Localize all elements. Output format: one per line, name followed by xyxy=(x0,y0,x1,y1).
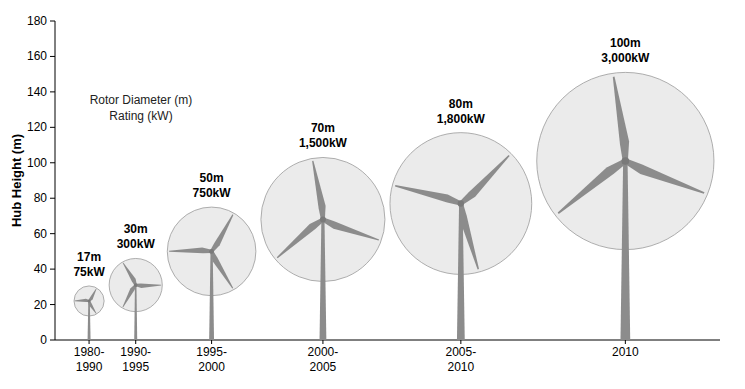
x-tick-label-line: 2005 xyxy=(310,360,337,374)
x-tick-label-line: 2010 xyxy=(447,360,474,374)
blade xyxy=(210,214,233,252)
x-tick-label-line: 1980- xyxy=(74,345,105,359)
x-tick-label-line: 1990- xyxy=(120,345,151,359)
blade xyxy=(395,185,461,206)
x-tick-label: 1990-1995 xyxy=(120,345,151,374)
y-tick xyxy=(50,21,55,22)
blade xyxy=(88,301,96,314)
hub xyxy=(134,283,138,287)
y-tick xyxy=(50,304,55,305)
tower xyxy=(88,301,91,340)
annotation: Rating (kW) xyxy=(109,109,172,123)
turbine xyxy=(277,161,379,340)
x-tick xyxy=(135,340,136,344)
blade xyxy=(88,288,96,301)
y-tick-label: 180 xyxy=(27,14,47,28)
turbine xyxy=(169,214,233,340)
blade xyxy=(136,284,162,289)
x-tick-label-line: 2005- xyxy=(445,345,476,359)
size-label: 80m xyxy=(449,97,473,111)
turbine xyxy=(123,263,162,340)
y-tick xyxy=(50,91,55,92)
size-label: 17m xyxy=(77,250,101,264)
blade xyxy=(123,284,137,307)
rating-label: 750kW xyxy=(193,186,232,200)
y-tick-label: 60 xyxy=(34,227,48,241)
x-tick-label: 2000-2005 xyxy=(308,345,339,374)
size-label: 70m xyxy=(311,121,335,135)
x-tick xyxy=(625,340,626,344)
x-tick-label: 2010 xyxy=(612,345,639,359)
x-tick-label-line: 1990 xyxy=(76,360,103,374)
y-tick-label: 160 xyxy=(27,49,47,63)
size-label: 50m xyxy=(200,171,224,185)
turbine xyxy=(395,155,510,340)
blade xyxy=(624,159,704,194)
size-label: 100m xyxy=(610,36,641,50)
hub xyxy=(209,249,214,254)
y-tick xyxy=(50,233,55,234)
blade xyxy=(459,203,479,270)
y-tick-label: 120 xyxy=(27,120,47,134)
rating-label: 1,800kW xyxy=(437,112,486,126)
blade xyxy=(459,155,509,205)
blade xyxy=(75,299,90,302)
y-tick-label: 100 xyxy=(27,156,47,170)
y-axis-title: Hub Height (m) xyxy=(9,134,24,227)
tower xyxy=(620,161,630,340)
x-tick xyxy=(89,340,90,344)
turbine xyxy=(558,77,705,340)
tower xyxy=(320,219,327,340)
y-tick-label: 140 xyxy=(27,85,47,99)
rating-label: 300kW xyxy=(117,237,156,251)
y-tick xyxy=(50,56,55,57)
page: {"chart_data": {"type": "bubble", "y_lab… xyxy=(0,0,745,389)
y-tick xyxy=(50,127,55,128)
blade xyxy=(123,263,137,286)
blade xyxy=(210,251,233,289)
y-tick-label: 40 xyxy=(34,262,48,276)
y-tick-label: 80 xyxy=(34,191,48,205)
y-tick xyxy=(50,162,55,163)
rating-label: 3,000kW xyxy=(601,51,650,65)
x-axis-line xyxy=(55,340,720,341)
tower xyxy=(209,251,214,340)
blade xyxy=(322,218,379,241)
blade xyxy=(613,77,629,162)
blade xyxy=(312,161,326,220)
size-label: 30m xyxy=(124,222,148,236)
y-axis-line xyxy=(55,21,56,340)
x-tick xyxy=(211,340,212,344)
annotation: Rotor Diameter (m) xyxy=(90,93,193,107)
x-tick-label-line: 1995- xyxy=(196,345,227,359)
hub xyxy=(621,157,629,165)
x-tick xyxy=(460,340,461,344)
blade xyxy=(277,218,324,258)
x-tick-label: 1995-2000 xyxy=(196,345,227,374)
blade xyxy=(169,247,212,253)
marks xyxy=(74,72,714,340)
x-tick-label: 2005-2010 xyxy=(445,345,476,374)
chart: 0 20 40 60 80 100 120 140 160 180 Hub Height (m) Ro… xyxy=(0,0,745,389)
y-tick-label: 20 xyxy=(34,298,48,312)
x-tick-label: 1980-1990 xyxy=(74,345,105,374)
x-tick-label-line: 2000 xyxy=(198,360,225,374)
x-tick xyxy=(322,340,323,344)
y-tick xyxy=(50,269,55,270)
rating-label: 75kW xyxy=(73,265,105,279)
x-tick-label-line: 1995 xyxy=(122,360,149,374)
rating-label: 1,500kW xyxy=(299,136,348,150)
blade xyxy=(558,159,627,214)
y-tick xyxy=(50,198,55,199)
hub xyxy=(88,300,91,303)
y-tick xyxy=(50,340,55,341)
tower xyxy=(134,285,137,340)
x-tick-label-line: 2000- xyxy=(308,345,339,359)
hub xyxy=(320,216,326,222)
y-tick-label: 0 xyxy=(40,333,47,347)
hub xyxy=(458,200,464,206)
turbine xyxy=(75,288,97,340)
